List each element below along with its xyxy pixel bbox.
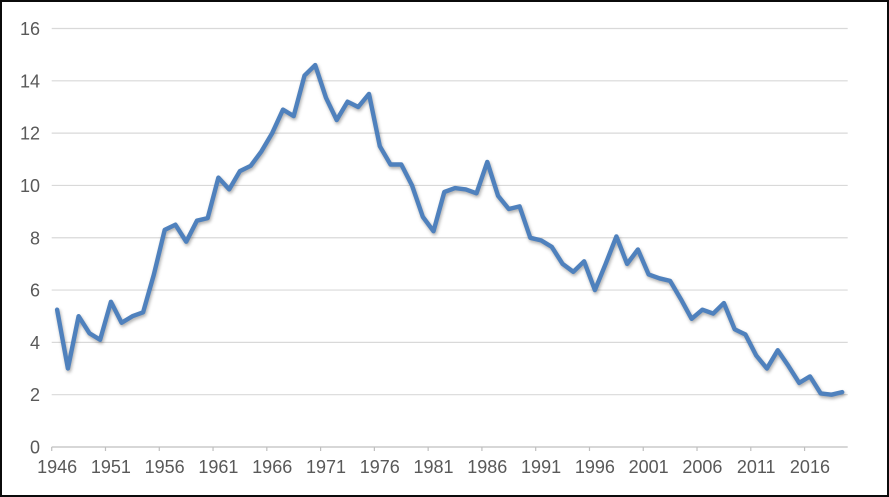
x-axis-tick-label: 2016 [790,457,830,477]
x-axis [51,446,848,451]
x-axis-tick-label: 1971 [306,457,346,477]
x-axis-labels: 1946 1951 1956 1961 1966 1971 1976 1981 1986 1991… [37,457,830,477]
y-axis-labels: 0 2 4 6 8 10 12 14 16 [20,19,40,458]
y-axis-tick-label: 4 [30,333,40,353]
y-axis-tick-label: 8 [30,228,40,248]
y-axis-tick-label: 10 [20,176,40,196]
x-axis-tick-label: 1966 [252,457,292,477]
x-axis-tick-label: 2001 [629,457,669,477]
x-axis-tick-label: 1986 [467,457,507,477]
gridlines [51,27,848,396]
y-axis-tick-label: 16 [20,19,40,39]
x-axis-tick-label: 1981 [414,457,454,477]
x-axis-tick-label: 2011 [737,457,776,477]
x-axis-tick-label: 1951 [91,457,131,477]
x-axis-tick-label: 1946 [37,457,77,477]
y-axis-tick-label: 2 [30,385,40,405]
x-axis-tick-label: 1956 [145,457,185,477]
x-axis-tick-label: 1961 [198,457,238,477]
y-axis-tick-label: 12 [20,124,40,144]
y-axis-tick-label: 0 [30,438,40,458]
x-axis-tick-label: 1991 [521,457,561,477]
data-series [54,62,845,397]
x-axis-tick-label: 2006 [682,457,722,477]
y-axis-tick-label: 14 [20,71,40,91]
x-axis-tick-label: 1976 [360,457,400,477]
y-axis-tick-label: 6 [30,281,40,301]
x-axis-tick-label: 1996 [575,457,615,477]
series-line [54,62,845,397]
